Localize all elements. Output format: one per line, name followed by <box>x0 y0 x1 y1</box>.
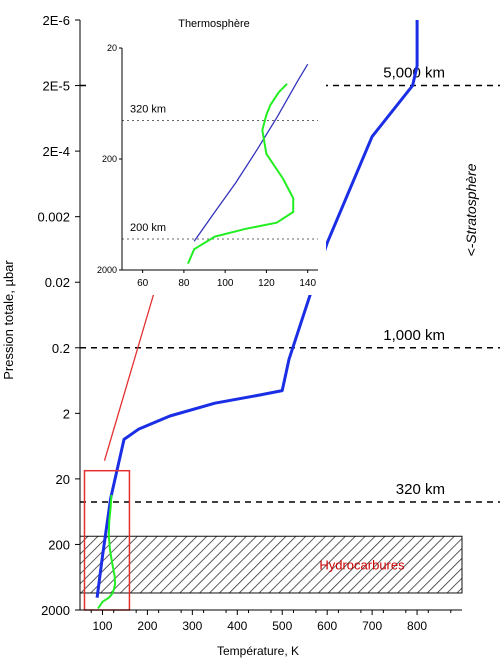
inset-title: Thermosphère <box>178 18 250 30</box>
x-axis-label: Température, K <box>217 644 299 658</box>
y-tick-label: 0.2 <box>52 341 70 356</box>
inset-background <box>88 10 326 295</box>
thermosphere-inset: 320 km 200 km 60 80 100 120 140 20 200 2000 The… <box>88 10 326 295</box>
x-tick-label: 300 <box>182 619 202 633</box>
y-tick-label: 0.002 <box>37 210 70 225</box>
y-tick-label: 200 <box>48 537 70 552</box>
inset-temperature-line <box>193 63 309 242</box>
x-tick-label: 600 <box>317 619 337 633</box>
y-axis-ticks: 2E-6 2E-5 2E-4 0.002 0.02 0.2 2 20 200 2000 <box>37 13 80 618</box>
y-tick-label: 2E-6 <box>43 13 70 28</box>
inset-series-lines <box>187 63 309 264</box>
inset-x-tick-label: 120 <box>258 278 275 289</box>
inset-x-tick-label: 100 <box>217 278 234 289</box>
stratosphere-label: <-Stratosphère <box>463 163 479 256</box>
inset-x-tick-label: 140 <box>299 278 316 289</box>
inset-x-tick-label: 60 <box>137 278 149 289</box>
inset-x-tick-label: 80 <box>178 278 190 289</box>
inset-x-axis-ticks: 60 80 100 120 140 <box>137 270 316 289</box>
temperature-profile-line <box>95 20 419 598</box>
inset-y-tick-label: 20 <box>107 43 117 53</box>
inset-reference-label: 200 km <box>130 222 166 234</box>
inset-y-axis-ticks: 20 200 2000 <box>97 43 122 275</box>
x-axis-ticks: 100 200 300 400 500 600 700 800 <box>90 610 452 633</box>
y-tick-label: 0.02 <box>45 275 70 290</box>
hydrocarbon-label: Hydrocarbures <box>319 558 405 573</box>
inset-reference-label: 320 km <box>130 104 166 116</box>
reference-line-label: 320 km <box>396 481 445 498</box>
x-tick-label: 700 <box>362 619 382 633</box>
y-tick-label: 2E-5 <box>43 79 70 94</box>
inset-reference-lines: 320 km 200 km <box>122 104 318 240</box>
zoom-arrow <box>103 274 161 461</box>
x-tick-label: 500 <box>272 619 292 633</box>
x-tick-label: 100 <box>92 619 112 633</box>
main-series-lines <box>95 20 419 610</box>
inset-y-tick-label: 2000 <box>97 265 117 275</box>
y-axis-label: Pression totale, µbar <box>1 260 16 380</box>
x-tick-label: 800 <box>407 619 427 633</box>
x-tick-label: 400 <box>227 619 247 633</box>
hydrocarbon-band <box>79 535 463 594</box>
reference-line-label: 1,000 km <box>383 327 445 344</box>
inset-hydrocarbon-line <box>187 83 295 264</box>
inset-y-tick-label: 200 <box>102 154 117 164</box>
y-tick-label: 2000 <box>41 603 70 618</box>
y-tick-label: 2 <box>63 406 70 421</box>
y-tick-label: 2E-4 <box>43 144 70 159</box>
hydrocarbon-profile-line <box>97 494 117 610</box>
x-tick-label: 200 <box>137 619 157 633</box>
y-tick-label: 20 <box>56 472 70 487</box>
